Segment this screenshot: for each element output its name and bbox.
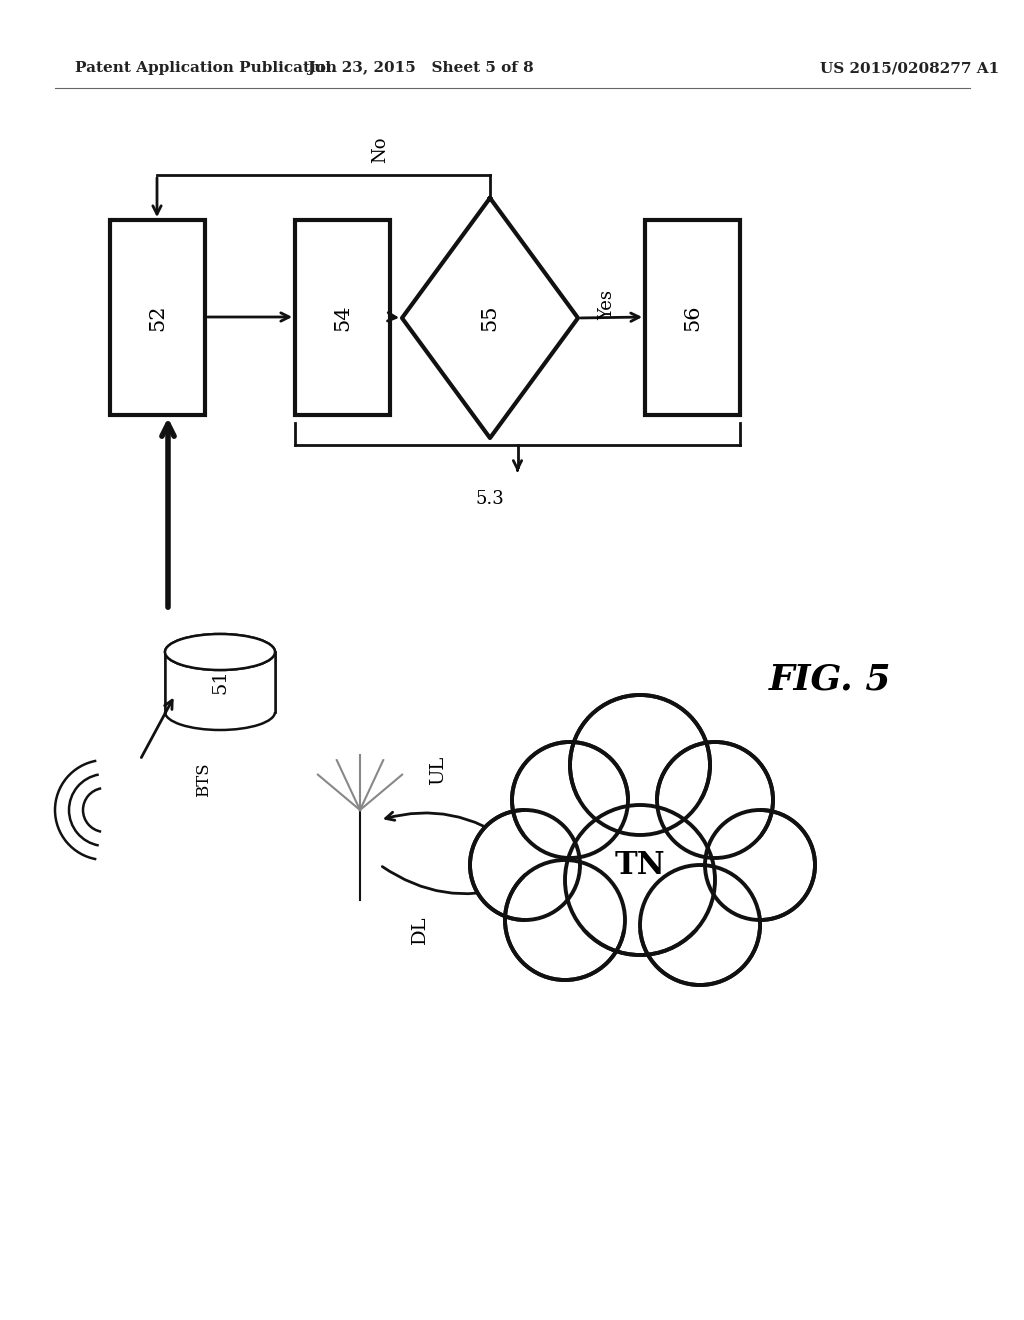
Ellipse shape [165,634,275,671]
Bar [110,220,205,414]
Text: 55: 55 [480,305,500,331]
Circle shape [512,742,628,858]
Text: FIG. 5: FIG. 5 [769,663,891,697]
Text: 5.3: 5.3 [475,490,505,508]
Text: Jul. 23, 2015   Sheet 5 of 8: Jul. 23, 2015 Sheet 5 of 8 [306,61,534,75]
Text: UL: UL [429,755,447,784]
Text: Yes: Yes [598,290,616,319]
Bar [295,220,390,414]
Text: Patent Application Publication: Patent Application Publication [75,61,337,75]
Text: 52: 52 [148,304,167,331]
Circle shape [640,865,760,985]
Circle shape [470,810,580,920]
Text: 54: 54 [333,304,352,331]
Text: 51: 51 [211,669,229,694]
Ellipse shape [165,634,275,671]
Bar [645,220,740,414]
Text: DL: DL [411,916,429,944]
Circle shape [705,810,815,920]
Bar [165,652,275,711]
Circle shape [570,696,710,836]
Text: US 2015/0208277 A1: US 2015/0208277 A1 [820,61,999,75]
Circle shape [657,742,773,858]
Text: TN: TN [614,850,666,880]
Bar [525,800,760,931]
Circle shape [505,861,625,979]
Text: No: No [371,136,389,162]
Circle shape [565,805,715,954]
Text: BTS: BTS [195,763,212,797]
Text: 56: 56 [683,304,702,331]
